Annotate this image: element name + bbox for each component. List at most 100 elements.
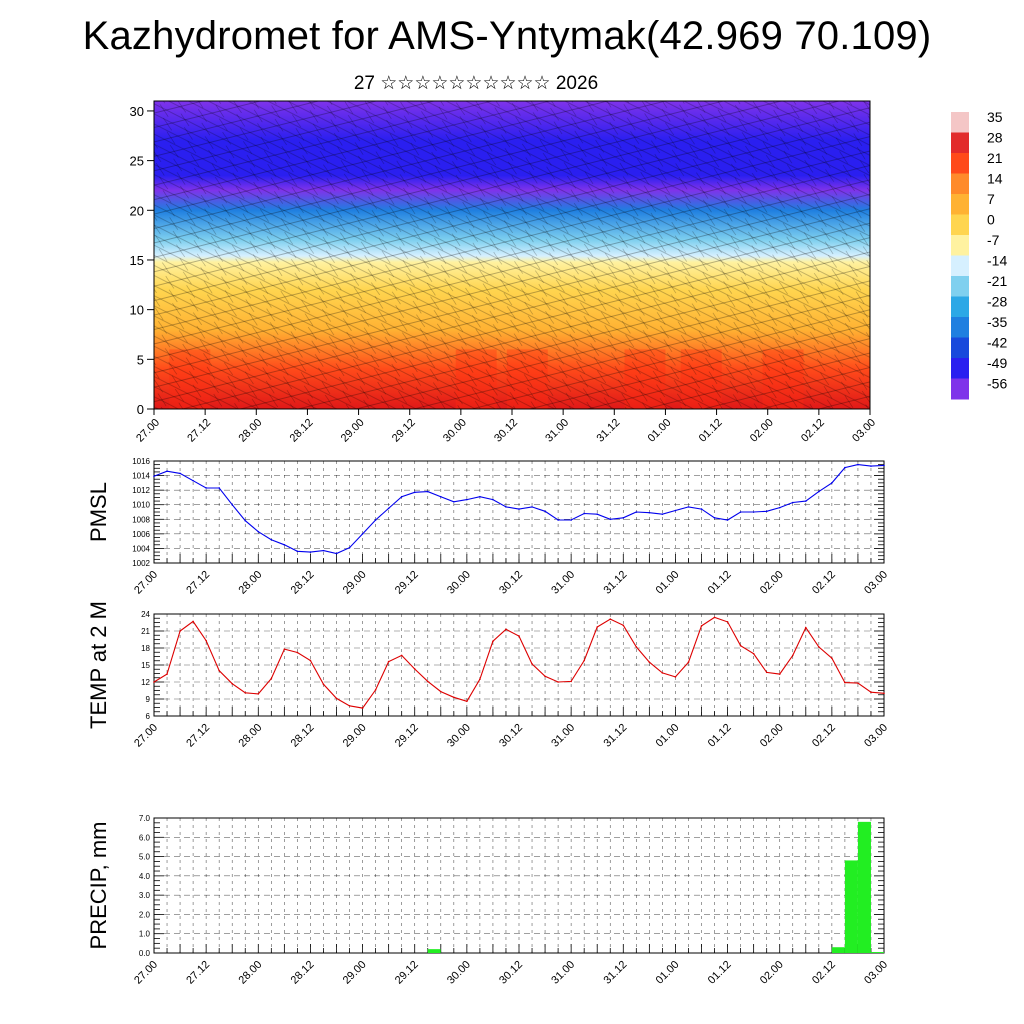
temp-point xyxy=(765,671,768,674)
x-tick-label: 28.12 xyxy=(289,722,317,750)
y-tick-label: 1006 xyxy=(132,530,150,539)
pmsl-point xyxy=(883,464,885,467)
pmsl-point xyxy=(426,490,429,493)
pmsl-point xyxy=(505,506,507,508)
x-tick-label: 01.00 xyxy=(654,569,682,597)
temp-point xyxy=(583,659,585,662)
x-tick-label: 30.00 xyxy=(445,959,473,987)
y-tick-label: 10 xyxy=(130,303,144,318)
x-tick-label: 27.00 xyxy=(132,959,160,987)
colorbar-swatch xyxy=(951,358,969,379)
x-tick-label: 01.00 xyxy=(654,959,682,987)
precip-bar xyxy=(844,860,858,953)
x-tick-label: 01.12 xyxy=(706,569,734,597)
colorbar-label: 14 xyxy=(987,171,1003,187)
y-axis-label: PMSL xyxy=(86,482,111,542)
pmsl-point xyxy=(687,506,690,508)
x-tick-label: 27.12 xyxy=(184,722,212,750)
temp-point xyxy=(335,697,338,700)
x-tick-label: 31.00 xyxy=(549,722,577,750)
pmsl-point xyxy=(791,501,794,504)
y-tick-label: 30 xyxy=(130,104,144,119)
y-tick-label: 1014 xyxy=(132,472,150,481)
pmsl-point xyxy=(778,506,781,509)
precip-bar xyxy=(870,952,884,953)
temp-point xyxy=(635,646,638,648)
temp-point xyxy=(492,640,494,642)
temp-point xyxy=(479,678,481,680)
pmsl-point xyxy=(700,508,703,510)
y-tick-label: 5.0 xyxy=(139,853,151,862)
temp-point xyxy=(713,616,716,619)
pmsl-point xyxy=(713,517,716,519)
temp-point xyxy=(426,680,429,683)
colorbar-swatch xyxy=(951,194,969,215)
temp-point xyxy=(857,682,859,684)
y-tick-label: 1.0 xyxy=(139,930,151,939)
x-tick-label: 03.00 xyxy=(862,959,890,987)
x-tick-label: 01.00 xyxy=(654,722,682,750)
pmsl-point xyxy=(557,519,559,521)
pmsl-point xyxy=(453,501,455,503)
page-subtitle: 27 ☆☆☆☆☆☆☆☆☆☆ 2026 xyxy=(353,73,599,94)
x-tick-label: 28.00 xyxy=(236,569,264,597)
pmsl-point xyxy=(739,511,742,513)
pmsl-point xyxy=(609,518,612,521)
pmsl-point xyxy=(518,508,520,510)
temp-point xyxy=(296,651,299,654)
temp-point xyxy=(752,652,755,655)
y-tick-label: 24 xyxy=(141,610,150,619)
pmsl-point xyxy=(844,466,846,469)
colorbar-swatch xyxy=(951,296,969,318)
pmsl-point xyxy=(804,500,807,502)
pmsl-point xyxy=(374,519,377,521)
pmsl-point xyxy=(674,509,677,512)
temp-point xyxy=(439,690,442,693)
pmsl-point xyxy=(309,551,312,553)
x-tick-label: 01.12 xyxy=(697,417,725,445)
temp-point xyxy=(192,620,194,623)
temp-point xyxy=(778,673,781,675)
temp-point xyxy=(257,693,260,695)
colorbar-label: -28 xyxy=(987,294,1007,310)
x-tick-label: 02.00 xyxy=(758,722,786,750)
x-tick-label: 01.12 xyxy=(706,722,734,750)
x-tick-label: 31.12 xyxy=(601,722,629,750)
temp-point xyxy=(700,625,703,627)
pmsl-point xyxy=(218,487,220,489)
y-axis-label: TEMP at 2 M xyxy=(86,601,111,729)
pmsl-point xyxy=(596,513,599,515)
x-tick-label: 31.00 xyxy=(543,417,571,445)
x-tick-label: 29.00 xyxy=(341,959,369,987)
temp-point xyxy=(791,654,794,657)
pmsl-panel: 1002 1004 1006 1008 1010 1012 1014 1016 27.00 27.… xyxy=(86,457,890,597)
colorbar-swatch xyxy=(951,235,969,256)
x-tick-label: 29.12 xyxy=(393,722,421,750)
colorbar-label: 7 xyxy=(987,191,995,207)
pmsl-point xyxy=(322,549,325,552)
temp-point xyxy=(244,691,247,694)
pmsl-point xyxy=(166,470,168,473)
temp-point xyxy=(179,630,181,632)
temp-point xyxy=(739,644,742,647)
temp-point xyxy=(818,646,820,648)
temp-point xyxy=(609,618,612,620)
y-tick-label: 25 xyxy=(130,154,144,169)
temp-point xyxy=(466,700,468,703)
pmsl-point xyxy=(466,498,468,501)
y-tick-label: 20 xyxy=(130,203,144,218)
x-tick-label: 02.12 xyxy=(810,722,838,750)
colorbar-swatch xyxy=(951,214,969,236)
pmsl-point xyxy=(387,507,390,510)
temp-point xyxy=(166,673,168,675)
x-tick-label: 30.00 xyxy=(441,417,469,445)
colorbar-label: -7 xyxy=(987,232,1000,248)
precip-bar xyxy=(857,821,871,953)
pmsl-point xyxy=(205,487,207,489)
colorbar-label: -56 xyxy=(987,376,1007,392)
y-tick-label: 15 xyxy=(141,661,150,670)
x-tick-label: 27.00 xyxy=(132,569,160,597)
y-tick-label: 1012 xyxy=(132,486,150,495)
x-tick-label: 29.12 xyxy=(393,569,421,597)
